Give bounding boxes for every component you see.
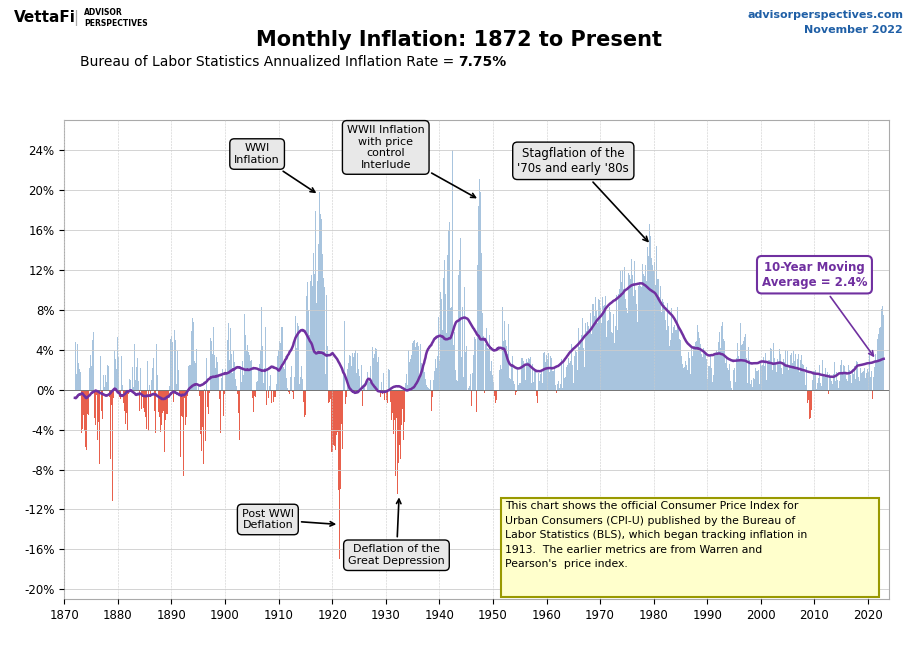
Text: November 2022: November 2022 [804,25,903,35]
Text: Post WWI
Deflation: Post WWI Deflation [242,509,335,530]
FancyBboxPatch shape [501,498,878,597]
Text: 7.75%: 7.75% [458,55,507,69]
Text: 10-Year Moving
Average = 2.4%: 10-Year Moving Average = 2.4% [762,260,873,356]
Text: Stagflation of the
'70s and early '80s: Stagflation of the '70s and early '80s [517,147,647,241]
Text: This chart shows the official Consumer Price Index for
Urban Consumers (CPI-U) p: This chart shows the official Consumer P… [505,501,808,569]
Text: Monthly Inflation: 1872 to Present: Monthly Inflation: 1872 to Present [256,30,661,50]
Text: |: | [72,10,78,26]
Text: WWI
Inflation: WWI Inflation [234,143,315,192]
Text: Deflation of the
Great Depression: Deflation of the Great Depression [348,499,445,566]
Text: Bureau of Labor Statistics Annualized Inflation Rate =: Bureau of Labor Statistics Annualized In… [80,55,458,69]
Text: advisorperspectives.com: advisorperspectives.com [747,10,903,20]
Text: ADVISOR
PERSPECTIVES: ADVISOR PERSPECTIVES [84,8,148,28]
Text: WWII Inflation
with price
control
Interlude: WWII Inflation with price control Interl… [347,125,476,198]
Text: VettaFi: VettaFi [14,10,75,25]
